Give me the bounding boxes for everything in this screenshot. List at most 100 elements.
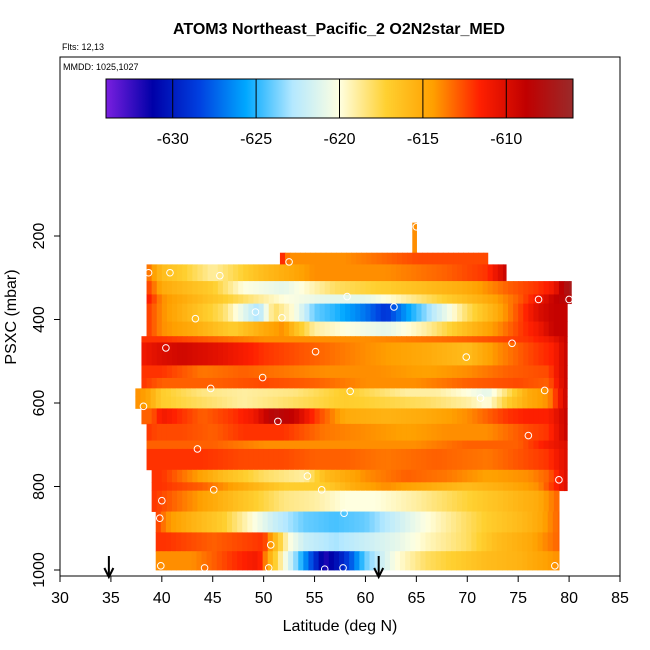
heatmap-cell (380, 294, 387, 305)
heatmap-cell (360, 408, 367, 425)
heatmap-cell (517, 551, 523, 571)
heatmap-cell (222, 440, 229, 450)
heatmap-cell (441, 482, 448, 492)
heatmap-cell (187, 303, 193, 322)
heatmap-cell (299, 408, 305, 425)
heatmap-cell (166, 303, 173, 322)
heatmap-cell (405, 551, 411, 571)
heatmap-cell (461, 551, 467, 571)
heatmap-cell (172, 423, 178, 441)
heatmap-cell (197, 482, 204, 492)
heatmap-cell (502, 408, 509, 425)
sample-point (266, 541, 275, 549)
heatmap-cell (177, 321, 183, 337)
heatmap-cell (298, 388, 304, 398)
heatmap-cell (426, 440, 433, 450)
heatmap-cell (548, 342, 555, 366)
heatmap-cell (258, 423, 265, 441)
heatmap-cell (237, 388, 243, 398)
heatmap-cell (380, 469, 387, 483)
heatmap-cell (492, 423, 499, 441)
heatmap-cell (425, 511, 432, 533)
heatmap-cell (462, 336, 468, 343)
heatmap-cell (273, 482, 280, 492)
heatmap-cell (146, 408, 153, 425)
heatmap-cell (513, 365, 519, 379)
heatmap-cell (441, 440, 448, 450)
heatmap-cell (355, 342, 361, 366)
colorbar-tick-label: -630 (157, 131, 189, 148)
heatmap-cell (243, 365, 249, 379)
heatmap-cell (435, 551, 442, 571)
flight-arrows (103, 556, 385, 580)
heatmap-cell (425, 388, 432, 398)
heatmap-cell (502, 448, 509, 471)
heatmap-cell (440, 551, 447, 571)
heatmap-cell (299, 377, 305, 389)
heatmap-cell (411, 342, 417, 366)
heatmap-cell (324, 408, 331, 425)
heatmap-cell (263, 264, 270, 282)
heatmap-cell (450, 511, 457, 533)
heatmap-cell (324, 281, 331, 295)
heatmap-cell (151, 408, 158, 425)
heatmap-cell (380, 482, 387, 492)
heatmap-cell (299, 303, 305, 322)
heatmap-cell (467, 440, 473, 450)
heatmap-cell (248, 336, 255, 343)
heatmap-cell (406, 469, 412, 483)
heatmap-cell (290, 252, 296, 265)
heatmap-cell (518, 448, 524, 471)
heatmap-cell (329, 440, 336, 450)
heatmap-cell (151, 423, 158, 441)
heatmap-cell (340, 365, 346, 379)
heatmap-cell (523, 294, 529, 305)
heatmap-cell (461, 511, 467, 533)
heatmap-cell (345, 294, 351, 305)
heatmap-cell (354, 388, 360, 398)
heatmap-cell (421, 303, 428, 322)
heatmap-cell (350, 342, 356, 366)
heatmap-cell (543, 377, 550, 389)
heatmap-cell (466, 551, 472, 571)
heatmap-cell (508, 490, 514, 512)
heatmap-cell (177, 490, 183, 512)
heatmap-cell (318, 396, 325, 409)
heatmap-cell (293, 388, 299, 398)
heatmap-cell (217, 321, 224, 337)
heatmap-cell (324, 365, 331, 379)
heatmap-cell (506, 511, 513, 533)
heatmap-cell (243, 303, 249, 322)
heatmap-cell (374, 396, 381, 409)
heatmap-cell (471, 532, 478, 552)
heatmap-cell (258, 448, 265, 471)
heatmap-cell (553, 377, 560, 389)
heatmap-cell (324, 336, 331, 343)
heatmap-cell (564, 365, 568, 379)
heatmap-cell (441, 490, 448, 512)
heatmap-cell (364, 388, 371, 398)
heatmap-cell (421, 281, 428, 295)
heatmap-cell (294, 336, 300, 343)
heatmap-cell (243, 448, 249, 471)
heatmap-cell (370, 281, 377, 295)
heatmap-cell (238, 490, 244, 512)
heatmap-cell (557, 388, 564, 398)
heatmap-cell (380, 377, 387, 389)
heatmap-cell (518, 408, 524, 425)
heatmap-cell (518, 281, 524, 295)
heatmap-cell (207, 321, 214, 337)
heatmap-cell (483, 252, 489, 265)
heatmap-cell (406, 482, 412, 492)
heatmap-cell (278, 423, 285, 441)
heatmap-cell (501, 551, 508, 571)
heatmap-cell (564, 408, 568, 425)
heatmap-cell (441, 469, 448, 483)
heatmap-cell (222, 490, 229, 512)
heatmap-cell (528, 482, 535, 492)
heatmap-cell (263, 281, 270, 295)
heatmap-cell (462, 303, 468, 322)
heatmap-cell (282, 532, 289, 552)
sample-point (191, 314, 200, 323)
heatmap-cell (238, 482, 244, 492)
